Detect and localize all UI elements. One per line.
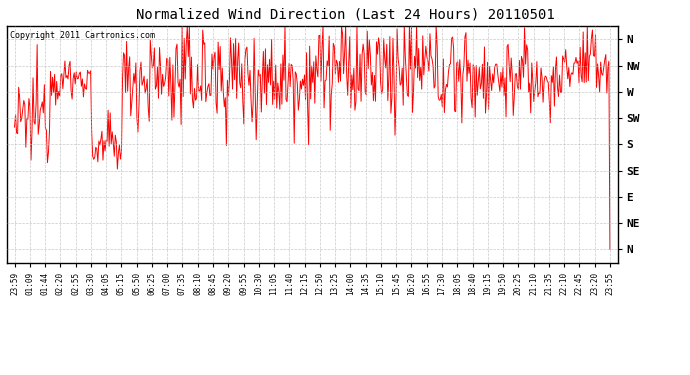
Text: Copyright 2011 Cartronics.com: Copyright 2011 Cartronics.com xyxy=(10,31,155,40)
Text: Normalized Wind Direction (Last 24 Hours) 20110501: Normalized Wind Direction (Last 24 Hours… xyxy=(136,8,554,21)
